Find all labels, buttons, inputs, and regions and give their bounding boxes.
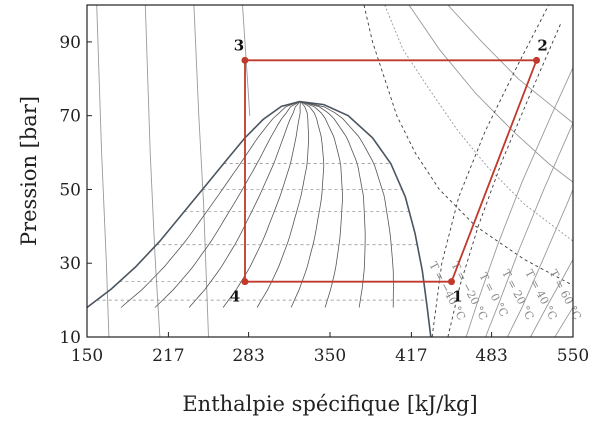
- cycle-point-label-2: 2: [537, 36, 547, 54]
- x-tick-label: 417: [395, 346, 427, 366]
- isotherm-line: [363, 5, 573, 286]
- isotherm-line: [242, 5, 251, 116]
- saturation-curve: [87, 100, 432, 337]
- x-tick-label: 483: [475, 346, 507, 366]
- quality-line: [302, 102, 343, 308]
- x-tick-label: 283: [232, 346, 264, 366]
- isotherm-line: [96, 5, 110, 337]
- quality-line: [188, 102, 300, 308]
- isotherm-labels: T = −40 °CT = −20 °CT = 0 °CT = 20 °CT =…: [426, 260, 583, 323]
- x-tick-label: 217: [152, 346, 184, 366]
- quality-line: [256, 102, 310, 308]
- isotherm-line: [384, 5, 573, 242]
- isotherm-lines: [96, 5, 573, 337]
- y-tick-label: 10: [59, 328, 81, 348]
- quality-line: [120, 102, 298, 308]
- isotherm-line: [447, 23, 562, 337]
- cycle-point-1: [448, 278, 455, 286]
- cycle-point-4: [241, 278, 249, 286]
- isotherm-line: [485, 122, 573, 337]
- x-tick-label: 350: [314, 346, 346, 366]
- y-tick-label: 70: [59, 107, 81, 127]
- quality-lines: [96, 102, 427, 308]
- refrigeration-cycle: 1 2 3 4: [230, 36, 548, 305]
- x-tick-label: 550: [557, 346, 589, 366]
- x-axis-ticks: 150 217 283 350 417 483 550: [71, 332, 589, 366]
- plot-frame: [86, 4, 574, 338]
- isotherm-line: [144, 5, 161, 337]
- cycle-path: [244, 59, 538, 283]
- isotherm-line: [554, 307, 573, 337]
- y-tick-label: 50: [59, 180, 81, 200]
- y-axis-title: Pression [bar]: [17, 96, 41, 246]
- isotherm-line: [193, 5, 209, 337]
- saturation-dome: [87, 100, 432, 337]
- y-axis-ticks: 10 30 50 70 90: [59, 33, 92, 348]
- quality-line: [303, 102, 366, 308]
- isotherm-line: [447, 5, 573, 124]
- cycle-point-3: [241, 56, 249, 64]
- quality-line: [290, 102, 325, 308]
- y-tick-label: 30: [59, 254, 81, 274]
- isotherm-line: [408, 5, 573, 183]
- x-axis-title: Enthalpie spécifique [kJ/kg]: [182, 392, 477, 416]
- cycle-point-label-4: 4: [230, 288, 240, 306]
- quality-line: [154, 102, 299, 308]
- isotherm-line: [506, 189, 573, 337]
- isotherm-line: [431, 5, 550, 337]
- isotherm-line: [530, 259, 573, 337]
- cycle-point-2: [533, 56, 541, 64]
- x-tick-label: 150: [71, 346, 103, 366]
- y-tick-label: 90: [59, 33, 81, 53]
- quality-line: [304, 102, 394, 308]
- quality-line: [222, 102, 301, 308]
- isotherm-line: [465, 67, 573, 337]
- cycle-point-label-1: 1: [452, 288, 462, 306]
- cycle-point-label-3: 3: [234, 36, 244, 54]
